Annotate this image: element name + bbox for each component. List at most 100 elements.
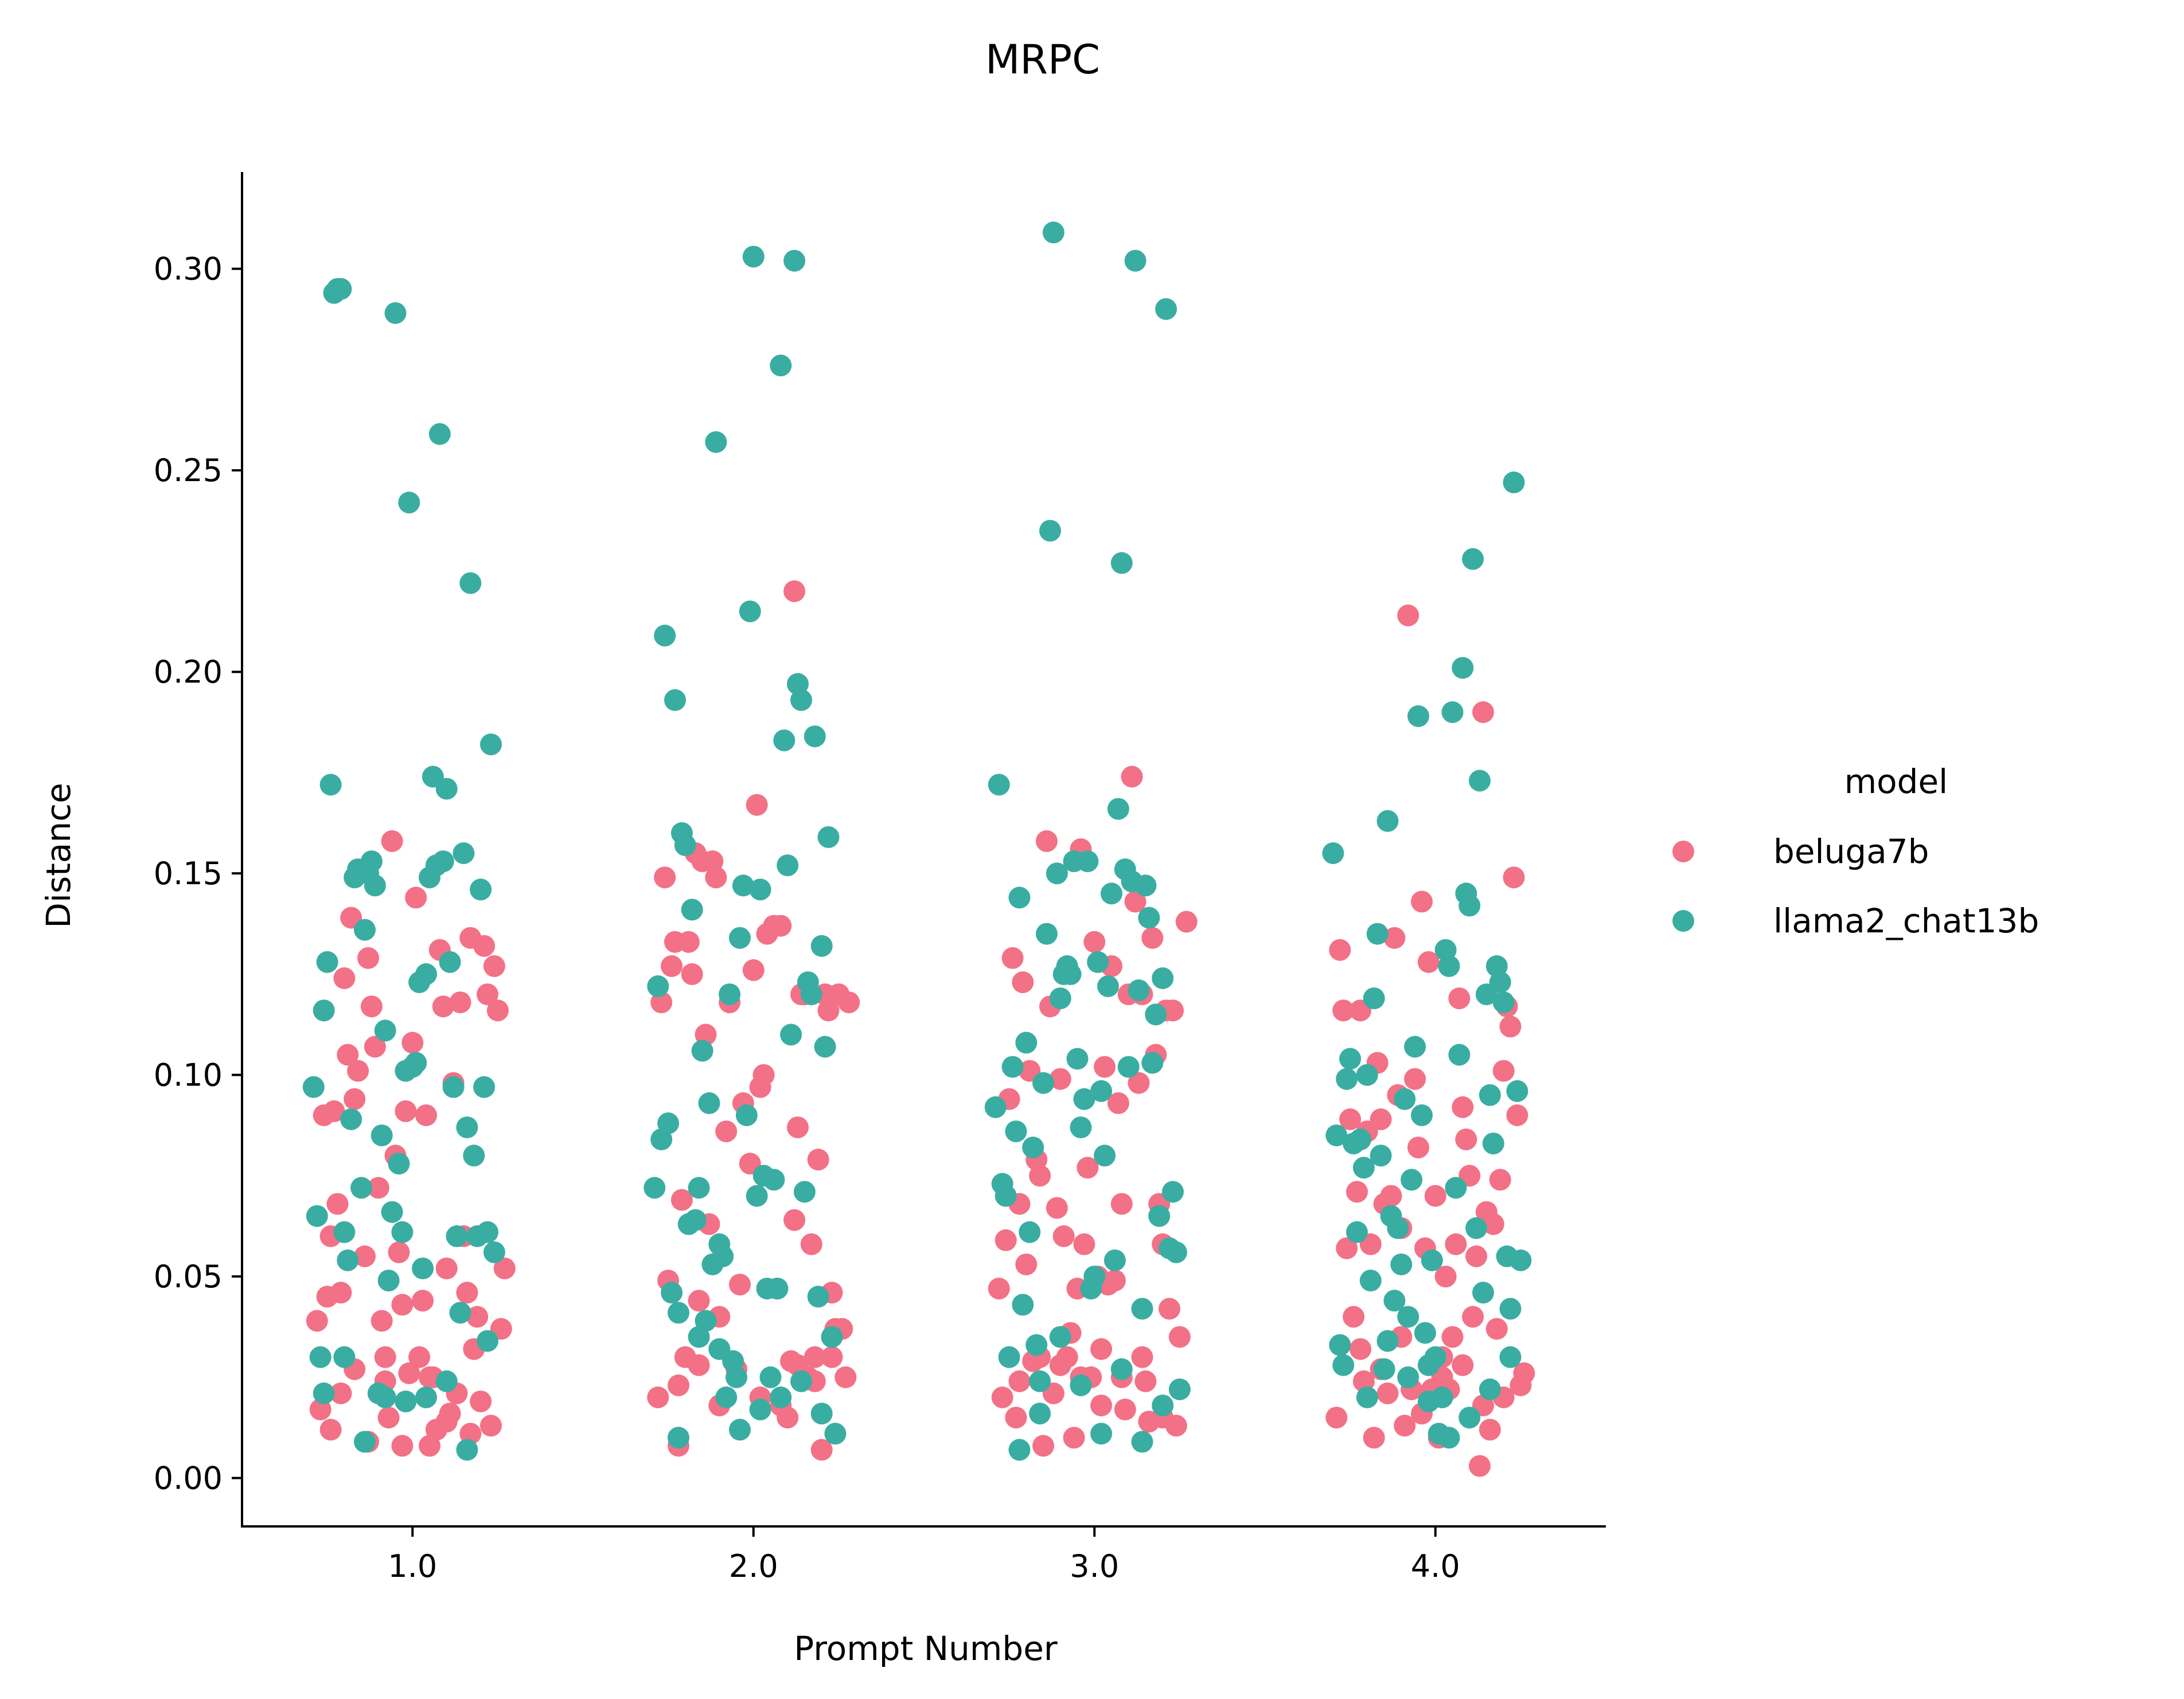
point-llama2-chat13b	[1094, 1145, 1116, 1167]
point-llama2-chat13b	[1356, 1386, 1378, 1408]
point-llama2-chat13b	[370, 1124, 393, 1147]
point-beluga7b	[435, 1257, 458, 1280]
point-beluga7b	[364, 1036, 386, 1058]
point-llama2-chat13b	[824, 1423, 847, 1445]
point-llama2-chat13b	[1411, 1104, 1433, 1126]
point-llama2-chat13b	[674, 834, 696, 856]
point-llama2-chat13b	[780, 1024, 802, 1046]
point-llama2-chat13b	[1001, 1056, 1024, 1078]
point-beluga7b	[810, 1439, 833, 1461]
point-beluga7b	[370, 1310, 393, 1332]
point-llama2-chat13b	[800, 983, 822, 1006]
point-llama2-chat13b	[1458, 1407, 1481, 1429]
point-llama2-chat13b	[1462, 548, 1484, 570]
point-beluga7b	[1029, 1165, 1051, 1187]
point-beluga7b	[493, 1257, 516, 1280]
point-llama2-chat13b	[1438, 955, 1460, 977]
point-llama2-chat13b	[1350, 1128, 1371, 1151]
point-llama2-chat13b	[480, 733, 502, 756]
point-beluga7b	[326, 1193, 349, 1215]
point-beluga7b	[705, 866, 727, 889]
point-beluga7b	[1485, 1318, 1508, 1340]
point-beluga7b	[419, 1366, 440, 1388]
point-llama2-chat13b	[1103, 1249, 1126, 1271]
point-beluga7b	[677, 931, 700, 953]
point-beluga7b	[1141, 927, 1164, 949]
point-llama2-chat13b	[735, 1104, 758, 1126]
x-tick-label: 3.0	[1070, 1548, 1119, 1584]
point-llama2-chat13b	[337, 1249, 359, 1271]
point-llama2-chat13b	[1458, 895, 1481, 917]
point-beluga7b	[838, 991, 860, 1014]
point-llama2-chat13b	[1363, 987, 1385, 1010]
point-llama2-chat13b	[708, 1338, 731, 1360]
point-beluga7b	[1090, 1395, 1113, 1417]
point-beluga7b	[398, 1362, 420, 1384]
point-llama2-chat13b	[1070, 1374, 1092, 1396]
y-tick-label: 0.15	[154, 856, 223, 892]
point-llama2-chat13b	[432, 850, 454, 873]
point-beluga7b	[391, 1435, 414, 1457]
point-llama2-chat13b	[988, 774, 1010, 796]
point-llama2-chat13b	[984, 1096, 1007, 1118]
point-beluga7b	[391, 1294, 414, 1316]
point-beluga7b	[330, 1282, 352, 1304]
point-llama2-chat13b	[1042, 221, 1064, 244]
point-beluga7b	[354, 1245, 376, 1267]
point-beluga7b	[344, 1088, 366, 1110]
point-beluga7b	[787, 1116, 809, 1139]
point-llama2-chat13b	[1039, 520, 1061, 542]
x-tick-label: 1.0	[388, 1548, 437, 1584]
point-beluga7b	[1397, 604, 1419, 627]
point-llama2-chat13b	[483, 1241, 505, 1263]
point-llama2-chat13b	[1390, 1253, 1413, 1276]
point-beluga7b	[715, 1120, 738, 1143]
point-llama2-chat13b	[1066, 1048, 1089, 1070]
point-llama2-chat13b	[1148, 1205, 1171, 1227]
point-llama2-chat13b	[705, 431, 727, 453]
point-beluga7b	[1492, 1060, 1515, 1082]
point-llama2-chat13b	[384, 302, 407, 324]
point-llama2-chat13b	[435, 778, 458, 800]
point-llama2-chat13b	[1131, 1431, 1153, 1453]
y-tick-label: 0.20	[154, 654, 223, 690]
point-beluga7b	[681, 963, 703, 985]
point-llama2-chat13b	[1110, 552, 1133, 574]
point-beluga7b	[1380, 1185, 1402, 1207]
point-llama2-chat13b	[1356, 1064, 1378, 1086]
point-llama2-chat13b	[449, 1302, 471, 1324]
point-llama2-chat13b	[1152, 1395, 1174, 1417]
point-llama2-chat13b	[810, 935, 833, 957]
point-llama2-chat13b	[364, 874, 386, 897]
point-llama2-chat13b	[1090, 1423, 1113, 1445]
point-beluga7b	[729, 1274, 751, 1296]
point-beluga7b	[1103, 1270, 1126, 1292]
point-llama2-chat13b	[664, 689, 686, 711]
point-llama2-chat13b	[1165, 1241, 1187, 1263]
point-llama2-chat13b	[374, 1386, 396, 1408]
point-llama2-chat13b	[1434, 939, 1457, 961]
x-axis-ticks: 1.0 2.0 3.0 4.0	[388, 1526, 1460, 1584]
point-beluga7b	[821, 1346, 843, 1368]
x-axis-label: Prompt Number	[794, 1629, 1058, 1668]
chart-title: MRPC	[985, 36, 1100, 83]
point-llama2-chat13b	[1022, 1136, 1044, 1159]
point-llama2-chat13b	[1414, 1322, 1436, 1344]
point-beluga7b	[783, 580, 806, 603]
point-llama2-chat13b	[1339, 1048, 1362, 1070]
point-llama2-chat13b	[1162, 1181, 1184, 1203]
point-llama2-chat13b	[456, 1439, 478, 1461]
point-beluga7b	[1032, 1435, 1055, 1457]
point-beluga7b	[477, 983, 498, 1006]
point-llama2-chat13b	[1077, 850, 1099, 873]
legend-label-beluga7b: beluga7b	[1773, 832, 1929, 871]
legend-marker-llama2-chat13b	[1672, 910, 1694, 932]
point-beluga7b	[1325, 1407, 1348, 1429]
point-llama2-chat13b	[1452, 657, 1474, 679]
point-llama2-chat13b	[739, 600, 761, 623]
point-llama2-chat13b	[1117, 1056, 1140, 1078]
point-beluga7b	[1036, 830, 1058, 852]
point-beluga7b	[1175, 911, 1198, 933]
point-beluga7b	[1499, 1016, 1522, 1038]
point-llama2-chat13b	[354, 919, 376, 941]
